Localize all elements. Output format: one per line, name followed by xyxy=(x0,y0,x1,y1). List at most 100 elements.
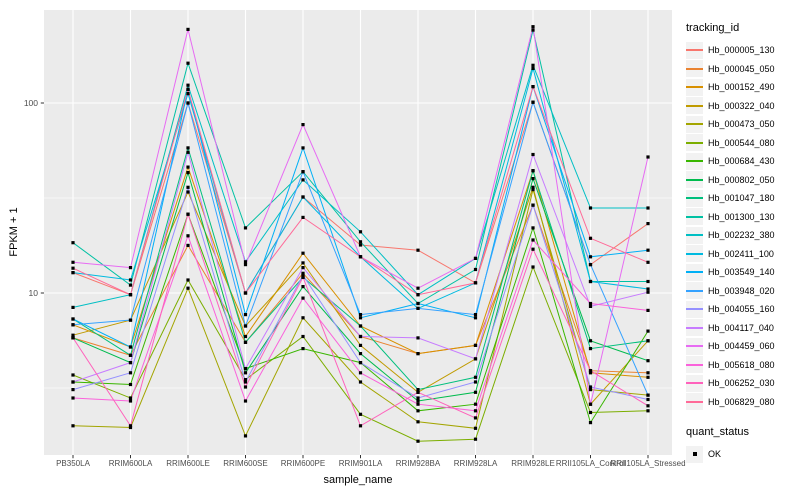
data-point-marker xyxy=(128,266,133,270)
legend-item-label: Hb_000005_130 xyxy=(708,45,775,56)
data-point-marker xyxy=(588,410,593,415)
data-point-marker xyxy=(128,293,133,297)
data-point-marker xyxy=(646,290,650,294)
data-point-marker xyxy=(588,369,593,373)
data-point-marker xyxy=(186,212,190,216)
legend-key-line-icon xyxy=(686,97,703,115)
legend-item: Hb_000544_080 xyxy=(686,134,800,153)
data-point-marker xyxy=(71,260,75,264)
y-tick-label: 10 xyxy=(28,288,38,298)
data-point-marker xyxy=(243,226,248,230)
data-point-marker xyxy=(473,343,478,347)
data-point-marker xyxy=(301,334,305,339)
legend: tracking_id Hb_000005_130 Hb_000045_050 Hb… xyxy=(686,22,800,464)
data-point-marker xyxy=(646,371,650,375)
data-point-marker xyxy=(416,439,420,443)
legend-item-label: Hb_000802_050 xyxy=(708,174,775,185)
legend-item: Hb_002232_380 xyxy=(686,226,800,245)
legend-item-label: Hb_001047_180 xyxy=(708,193,775,204)
x-tick-label: RRIM901LA xyxy=(338,459,383,468)
x-tick-label: RRIM600LE xyxy=(166,459,210,468)
legend-item: Hb_003948_020 xyxy=(686,282,800,301)
x-tick-label: RRIM928LE xyxy=(511,459,555,468)
data-point-marker xyxy=(128,396,133,400)
data-point-marker xyxy=(358,343,363,347)
legend-key-line-icon xyxy=(686,152,703,170)
data-point-marker xyxy=(358,243,363,247)
legend-key-line-icon xyxy=(686,208,703,226)
data-point-marker xyxy=(243,380,248,384)
legend-item: Hb_000005_130 xyxy=(686,41,800,60)
data-point-marker xyxy=(128,425,133,430)
data-point-marker xyxy=(646,375,650,379)
legend-item-label: Hb_006252_030 xyxy=(708,378,775,389)
x-tick-label: PB350LA xyxy=(56,459,90,468)
data-point-marker xyxy=(588,279,593,284)
data-point-marker xyxy=(358,313,363,317)
x-tick-label: RRIM600LA xyxy=(108,459,153,468)
legend-item: Hb_000684_430 xyxy=(686,152,800,171)
data-point-marker xyxy=(128,283,133,287)
data-point-marker xyxy=(358,255,363,259)
data-point-marker xyxy=(128,399,133,403)
data-point-marker xyxy=(301,296,305,300)
data-point-marker xyxy=(301,273,305,277)
legend-key-line-icon xyxy=(686,171,703,189)
y-axis-title: FPKM + 1 xyxy=(8,207,20,257)
data-point-marker xyxy=(531,185,535,189)
data-point-marker xyxy=(416,399,420,403)
y-tick-label: 100 xyxy=(23,98,38,108)
data-point-marker xyxy=(646,339,650,343)
data-point-marker xyxy=(416,388,420,392)
legend-item: Hb_006252_030 xyxy=(686,374,800,393)
data-point-marker xyxy=(71,333,75,337)
data-point-marker xyxy=(531,238,535,242)
data-point-marker xyxy=(128,278,133,282)
data-point-marker xyxy=(186,92,190,96)
data-point-marker xyxy=(646,409,650,413)
data-point-marker xyxy=(243,324,248,328)
data-point-marker xyxy=(588,301,593,306)
data-point-marker xyxy=(358,240,363,244)
data-point-marker xyxy=(473,281,478,285)
legend-item-label: Hb_006829_080 xyxy=(708,396,775,407)
data-point-marker xyxy=(416,306,420,310)
legend-item: Hb_000322_040 xyxy=(686,97,800,116)
legend-key-line-icon xyxy=(686,337,703,355)
data-point-marker xyxy=(186,146,190,150)
legend-key-line-icon xyxy=(686,226,703,244)
data-point-marker xyxy=(186,243,190,247)
data-point-marker xyxy=(71,380,75,384)
data-point-marker xyxy=(71,305,75,309)
legend-item: Hb_004055_160 xyxy=(686,300,800,319)
legend-item: Hb_004459_060 xyxy=(686,337,800,356)
data-point-marker xyxy=(416,352,420,356)
data-point-marker xyxy=(473,426,478,430)
data-point-marker xyxy=(301,195,305,199)
data-point-marker xyxy=(243,378,248,382)
data-point-marker xyxy=(301,347,305,351)
data-point-marker xyxy=(358,316,363,320)
data-point-marker xyxy=(186,286,190,290)
data-point-marker xyxy=(646,308,650,312)
data-point-marker xyxy=(243,367,248,371)
data-point-marker xyxy=(186,87,190,91)
data-point-marker xyxy=(416,396,420,400)
data-point-marker xyxy=(473,316,478,320)
data-point-marker xyxy=(301,146,305,150)
data-point-marker xyxy=(646,404,650,408)
data-point-marker xyxy=(416,336,420,340)
legend-item: Hb_000152_490 xyxy=(686,78,800,97)
legend-item-label: Hb_005618_080 xyxy=(708,359,775,370)
data-point-marker xyxy=(531,169,535,173)
data-point-marker xyxy=(416,420,420,424)
data-point-marker xyxy=(358,371,363,375)
legend-item: Hb_000802_050 xyxy=(686,171,800,190)
data-point-marker xyxy=(588,339,593,343)
data-point-marker xyxy=(588,421,593,425)
data-point-marker xyxy=(473,390,478,394)
legend-item-label: Hb_000684_430 xyxy=(708,156,775,167)
data-point-marker xyxy=(243,263,248,267)
legend-key-line-icon xyxy=(686,300,703,318)
data-point-marker xyxy=(243,334,248,339)
